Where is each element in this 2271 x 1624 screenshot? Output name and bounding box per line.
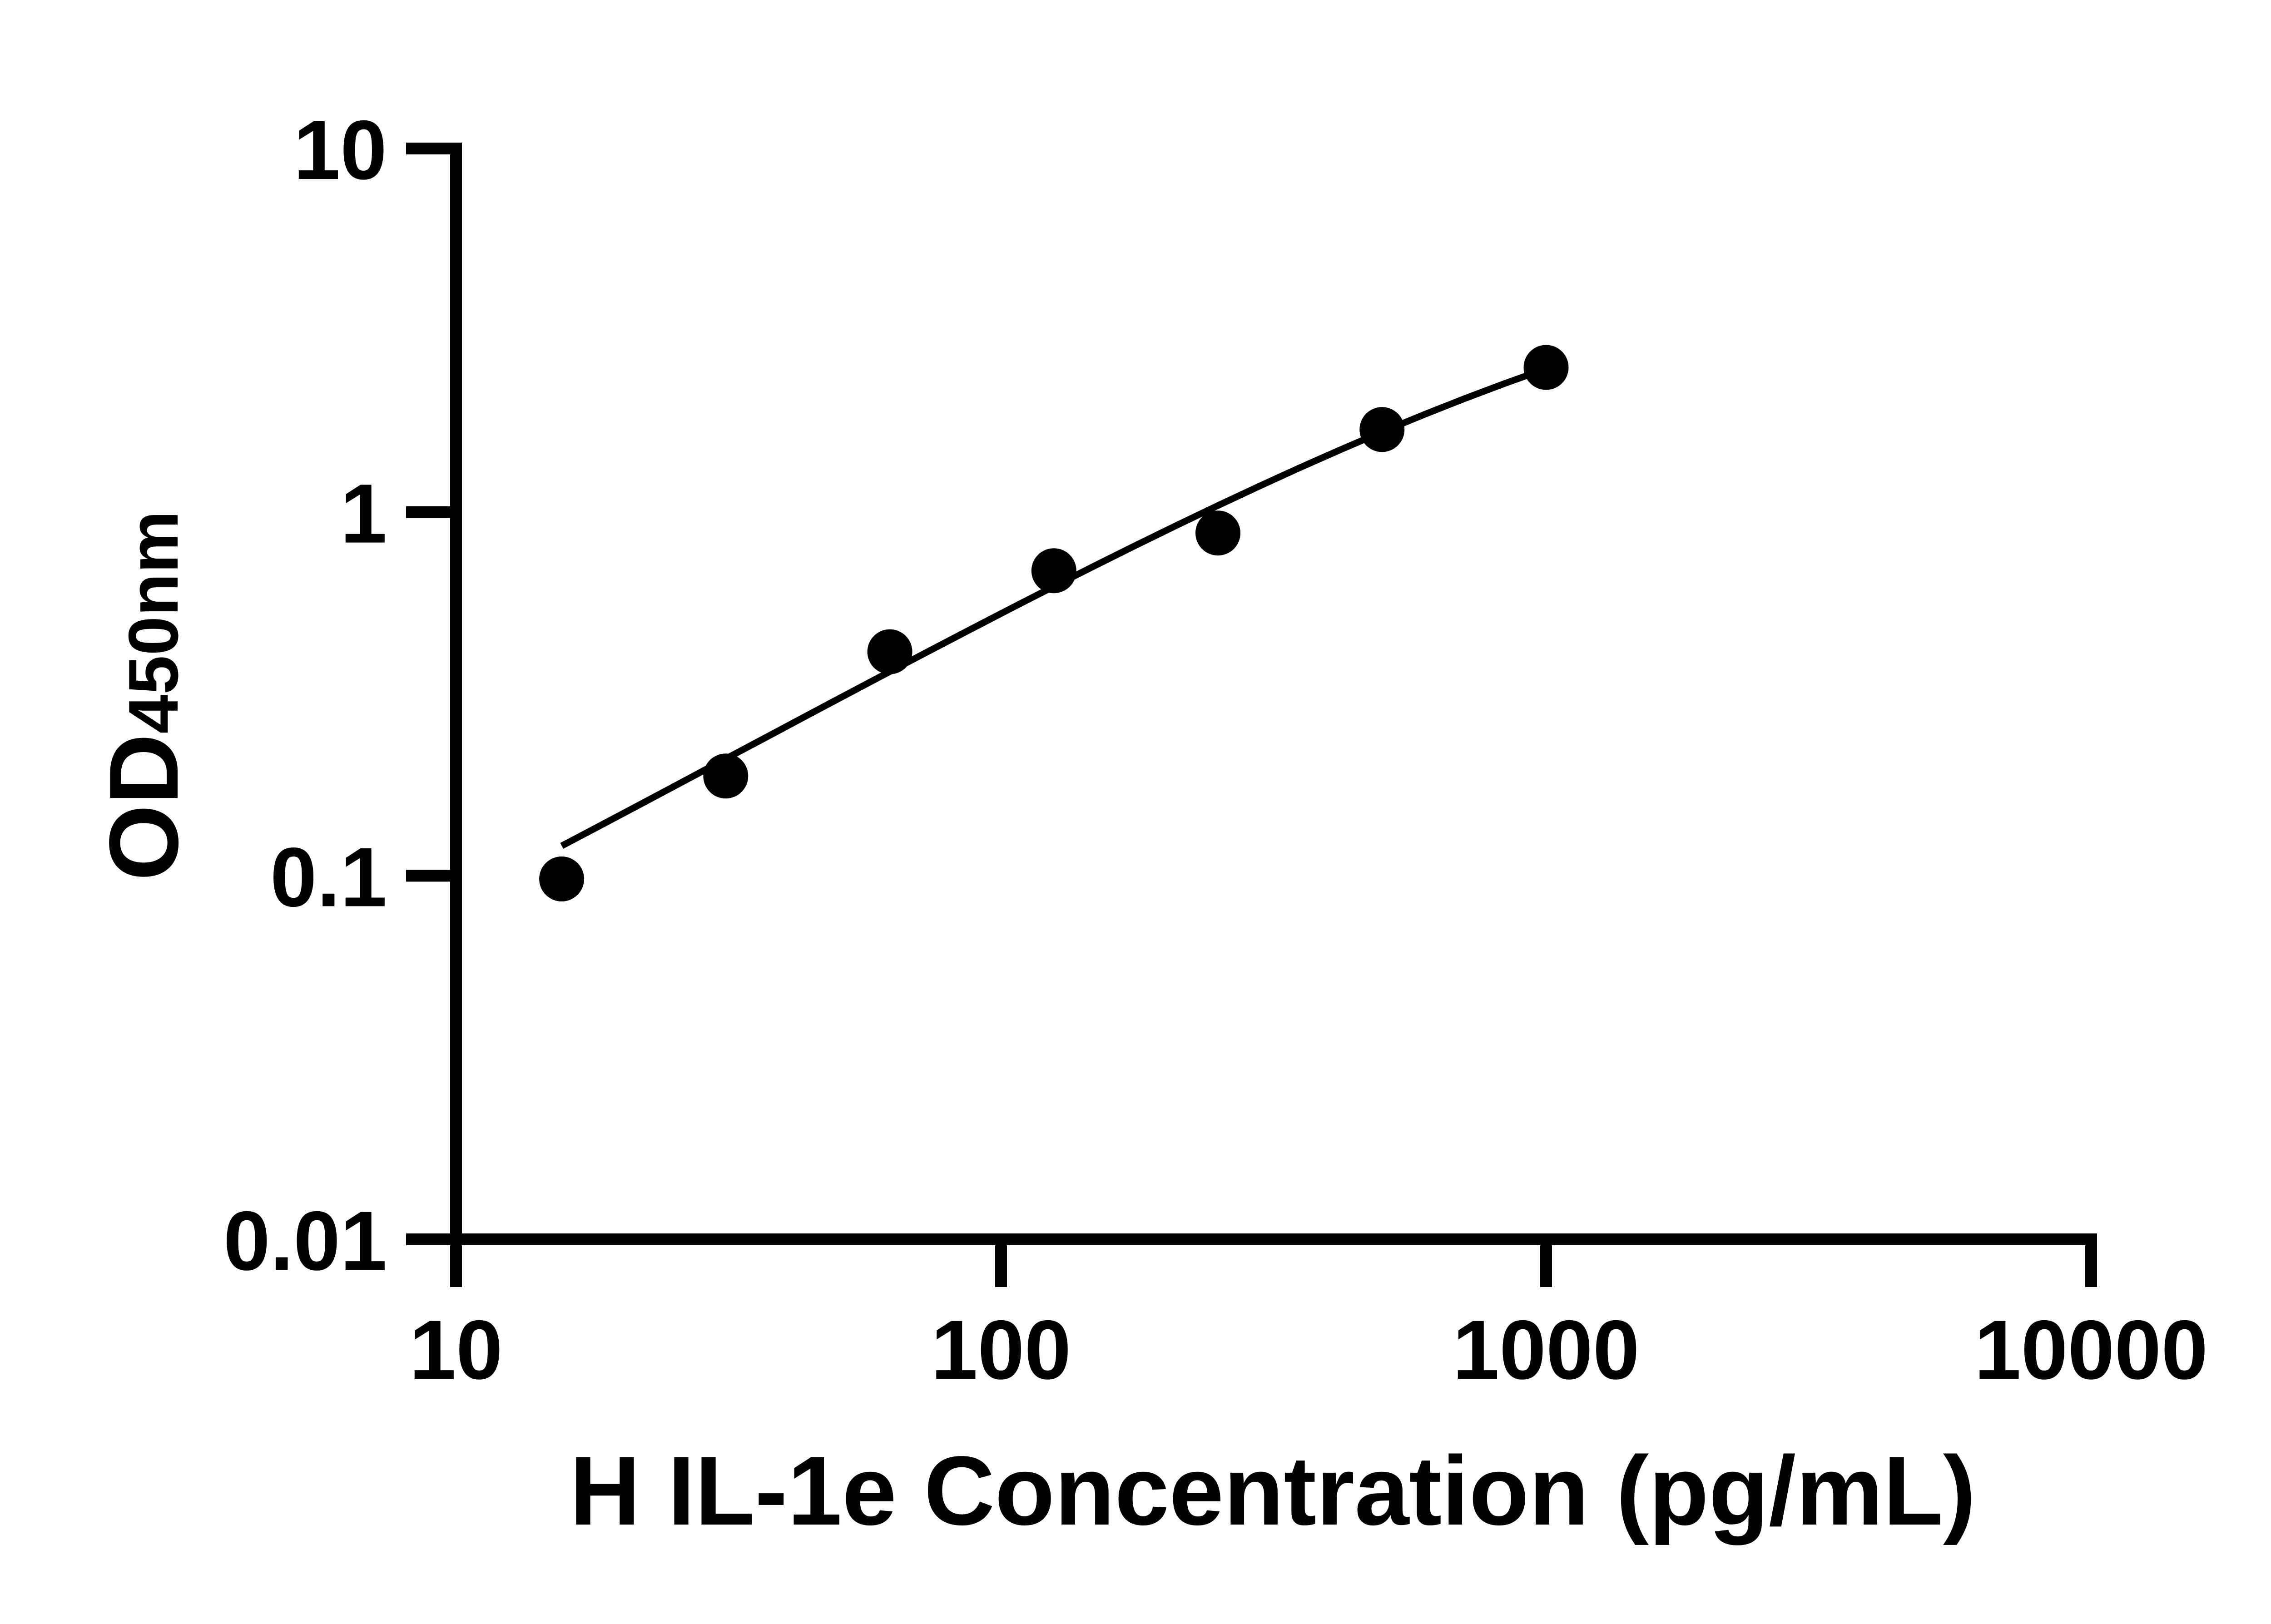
axes bbox=[406, 143, 2097, 1287]
y-tick-label: 1 bbox=[340, 467, 387, 561]
data-points bbox=[539, 345, 1569, 901]
data-point-marker bbox=[703, 753, 749, 799]
x-tick-label: 100 bbox=[931, 1303, 1071, 1397]
y-axis-title-main: OD bbox=[89, 734, 198, 881]
y-axis-tick-labels: 10 1 0.1 0.01 bbox=[223, 104, 387, 1288]
x-tick-label: 1000 bbox=[1453, 1303, 1640, 1397]
x-tick-label: 10 bbox=[409, 1303, 503, 1397]
y-tick-label: 0.1 bbox=[270, 831, 387, 924]
y-tick-label: 0.01 bbox=[223, 1194, 387, 1288]
y-tick-label: 10 bbox=[293, 104, 387, 197]
data-point-marker bbox=[1359, 407, 1405, 452]
data-point-marker bbox=[1195, 510, 1240, 556]
x-tick-label: 10000 bbox=[1974, 1303, 2208, 1397]
x-axis-title: H IL-1e Concentration (pg/mL) bbox=[570, 1436, 1976, 1545]
data-point-marker bbox=[1031, 548, 1076, 594]
data-point-marker bbox=[867, 629, 912, 674]
y-axis-title-sub: 450nm bbox=[114, 510, 193, 733]
x-axis-tick-labels: 10 100 1000 10000 bbox=[409, 1303, 2208, 1397]
y-axis-ticks bbox=[406, 143, 462, 1245]
x-axis-ticks bbox=[450, 1239, 2097, 1287]
data-point-marker bbox=[1523, 345, 1569, 390]
y-axis-title: OD450nm bbox=[89, 510, 198, 881]
data-point-marker bbox=[539, 856, 585, 901]
